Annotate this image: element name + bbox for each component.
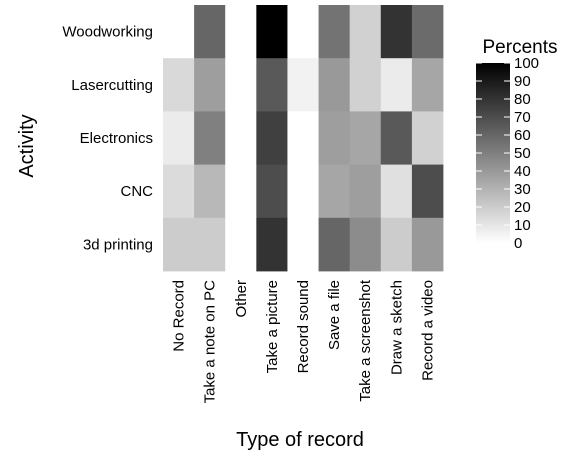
heatmap-cell-lasercutting-record-a-video [411, 58, 444, 112]
heatmap-cell-electronics-take-a-note-on-pc [194, 111, 226, 165]
legend-tick-label-60: 60 [514, 127, 531, 144]
heatmap-cell-woodworking-save-a-file [318, 5, 351, 59]
heatmap-cell-lasercutting-take-a-screenshot [349, 58, 382, 112]
x-tick-labels: No Record Take a note on PC Other Take a pi… [171, 279, 437, 403]
y-tick-label-electronics: Electronics [80, 130, 153, 147]
x-tick-label-save-a-file: Save a file [326, 280, 343, 350]
legend-tick-label-80: 80 [514, 91, 531, 108]
heatmap-cell-woodworking-take-a-note-on-pc [194, 5, 226, 59]
heatmap-cell-woodworking-other [225, 5, 257, 59]
heatmap-cell-electronics-record-sound [287, 111, 319, 165]
heatmap-cell-cnc-take-a-screenshot [349, 164, 382, 219]
legend-tick-label-100: 100 [514, 55, 539, 72]
heatmap-cell-cnc-other [225, 164, 257, 219]
heatmap-cells [163, 5, 444, 272]
heatmap-cell-3d-printing-take-a-picture [256, 217, 288, 272]
y-tick-label-lasercutting: Lasercutting [71, 77, 153, 94]
heatmap-cell-lasercutting-no-record [163, 58, 195, 112]
x-tick-label-record-a-video: Record a video [419, 280, 436, 381]
y-tick-label-cnc: CNC [121, 183, 154, 200]
legend-tick-label-40: 40 [514, 163, 531, 180]
legend-title: Percents [483, 37, 558, 58]
x-axis-title: Type of record [236, 429, 364, 451]
y-tick-label-woodworking: Woodworking [62, 24, 153, 41]
heatmap-cell-3d-printing-take-a-screenshot [349, 217, 382, 272]
legend-tick-label-0: 0 [514, 235, 522, 252]
heatmap-cell-lasercutting-save-a-file [318, 58, 351, 112]
heatmap-cell-lasercutting-other [225, 58, 257, 112]
heatmap-cell-lasercutting-record-sound [287, 58, 319, 112]
heatmap-cell-electronics-no-record [163, 111, 195, 165]
heatmap-cell-cnc-save-a-file [318, 164, 351, 219]
heatmap-cell-3d-printing-record-a-video [411, 217, 444, 272]
heatmap-cell-3d-printing-record-sound [287, 217, 319, 272]
x-tick-label-other: Other [233, 280, 250, 318]
heatmap-cell-3d-printing-draw-a-sketch [380, 217, 413, 272]
legend-tick-label-30: 30 [514, 181, 531, 198]
heatmap-cell-3d-printing-save-a-file [318, 217, 351, 272]
x-tick-label-record-sound: Record sound [295, 280, 312, 373]
heatmap-cell-3d-printing-take-a-note-on-pc [194, 217, 226, 272]
heatmap-cell-lasercutting-draw-a-sketch [380, 58, 413, 112]
heatmap-cell-woodworking-draw-a-sketch [380, 5, 413, 59]
heatmap-cell-cnc-record-a-video [411, 164, 444, 219]
heatmap-cell-3d-printing-no-record [163, 217, 195, 272]
heatmap-cell-woodworking-take-a-picture [256, 5, 288, 59]
heatmap-cell-cnc-take-a-note-on-pc [194, 164, 226, 219]
heatmap-cell-cnc-draw-a-sketch [380, 164, 413, 219]
legend-tick-label-70: 70 [514, 109, 531, 126]
heatmap-cell-electronics-save-a-file [318, 111, 351, 165]
heatmap-cell-lasercutting-take-a-picture [256, 58, 288, 112]
heatmap-cell-woodworking-record-a-video [411, 5, 444, 59]
heatmap-cell-cnc-record-sound [287, 164, 319, 219]
heatmap-cell-cnc-take-a-picture [256, 164, 288, 219]
heatmap-cell-electronics-record-a-video [411, 111, 444, 165]
y-tick-label-3d-printing: 3d printing [83, 236, 153, 253]
legend-tick-label-90: 90 [514, 73, 531, 90]
heatmap-cell-woodworking-record-sound [287, 5, 319, 59]
y-axis-title: Activity [16, 114, 38, 177]
heatmap-cell-cnc-no-record [163, 164, 195, 219]
y-tick-labels: Woodworking Lasercutting Electronics CNC 3d … [62, 24, 153, 254]
legend-tick-label-20: 20 [514, 199, 531, 216]
x-tick-label-draw-a-sketch: Draw a sketch [388, 280, 405, 375]
heatmap-cell-electronics-take-a-screenshot [349, 111, 382, 165]
heatmap-cell-electronics-take-a-picture [256, 111, 288, 165]
heatmap-cell-woodworking-take-a-screenshot [349, 5, 382, 59]
heatmap-cell-lasercutting-take-a-note-on-pc [194, 58, 226, 112]
heatmap-cell-woodworking-no-record [163, 5, 195, 59]
legend-tick-label-50: 50 [514, 145, 531, 162]
x-tick-label-take-a-note-on-pc: Take a note on PC [202, 280, 219, 404]
heatmap-cell-electronics-other [225, 111, 257, 165]
heatmap-cell-3d-printing-other [225, 217, 257, 272]
x-tick-label-no-record: No Record [171, 280, 188, 352]
x-tick-label-take-a-screenshot: Take a screenshot [357, 279, 374, 402]
legend-tick-label-10: 10 [514, 217, 531, 234]
x-tick-label-take-a-picture: Take a picture [264, 280, 281, 373]
heatmap-cell-electronics-draw-a-sketch [380, 111, 413, 165]
